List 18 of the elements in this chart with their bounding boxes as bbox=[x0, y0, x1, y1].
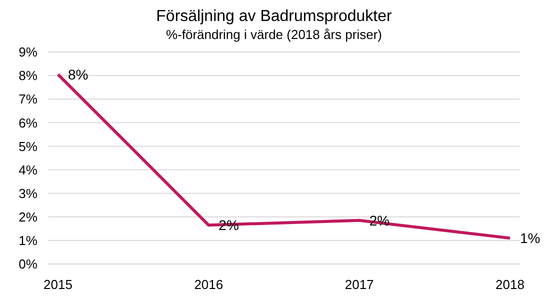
y-tick-label: 3% bbox=[18, 186, 38, 201]
y-tick-label: 6% bbox=[18, 115, 38, 130]
y-tick-label: 5% bbox=[18, 138, 38, 154]
y-tick-label: 1% bbox=[18, 233, 38, 248]
y-tick-label: 2% bbox=[18, 210, 38, 225]
x-tick-label: 2015 bbox=[44, 277, 72, 292]
chart-subtitle: %-förändring i värde (2018 års priser) bbox=[164, 26, 384, 44]
data-label: 1% bbox=[520, 230, 540, 246]
y-tick-label: 9% bbox=[18, 44, 38, 60]
y-tick-label: 0% bbox=[18, 256, 38, 272]
chart-title: Försäljning av Badrumsprodukter bbox=[155, 8, 393, 26]
y-tick-label: 8% bbox=[18, 68, 38, 84]
x-tick-label: 2016 bbox=[194, 277, 224, 292]
x-tick-label: 2017 bbox=[344, 277, 374, 292]
data-label: 8% bbox=[68, 66, 88, 82]
x-tick-label: 2018 bbox=[496, 277, 524, 292]
y-tick-label: 7% bbox=[18, 92, 38, 107]
y-tick-label: 4% bbox=[18, 162, 38, 178]
